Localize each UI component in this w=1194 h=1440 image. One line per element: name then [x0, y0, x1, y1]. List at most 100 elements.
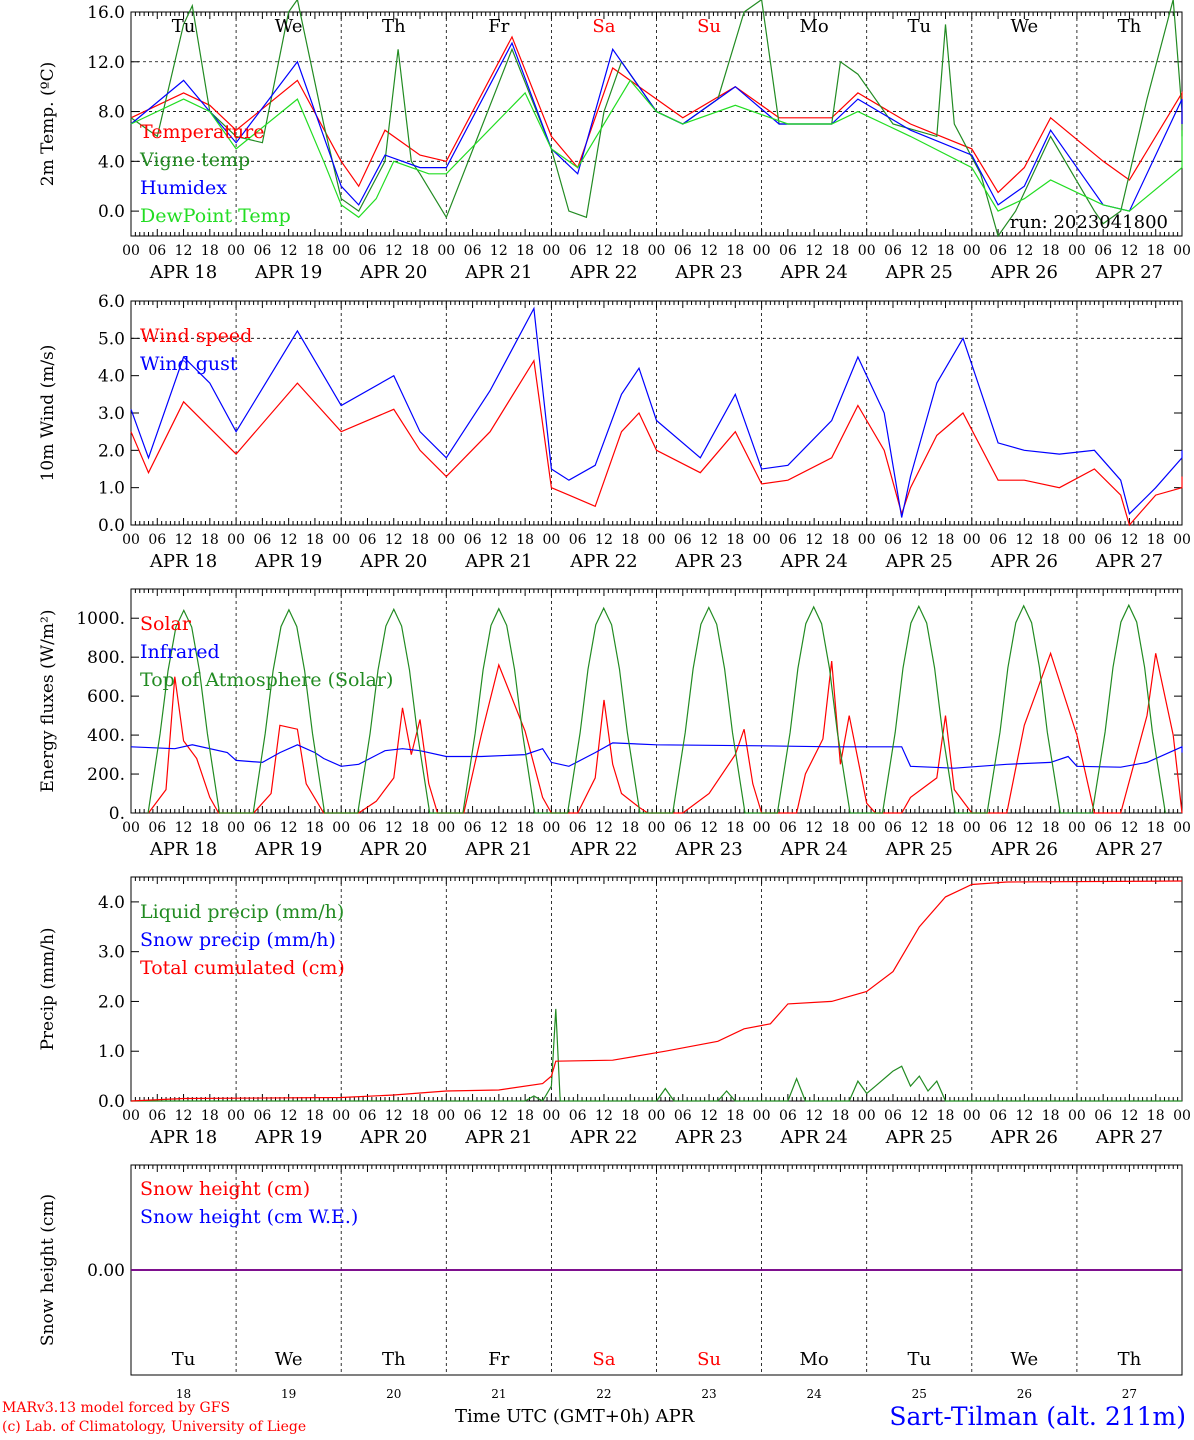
hour-tick-label: 12	[280, 1108, 298, 1124]
legend-entry: Infrared	[140, 641, 220, 663]
hour-tick-label: 06	[464, 243, 482, 259]
date-label: APR 26	[990, 551, 1058, 572]
hour-tick-label: 00	[648, 243, 666, 259]
hour-tick-label: 00	[648, 1108, 666, 1124]
hour-tick-label: 12	[385, 1108, 403, 1124]
hour-tick-label: 06	[989, 532, 1007, 548]
y-tick-label: 0.0	[98, 202, 125, 222]
hour-tick-label: 18	[306, 532, 324, 548]
y-tick-label: 3.0	[98, 404, 125, 424]
hour-tick-label: 12	[280, 243, 298, 259]
hour-tick-label: 00	[753, 243, 771, 259]
date-label: APR 23	[674, 839, 742, 860]
hour-tick-label: 00	[1068, 820, 1086, 836]
day-number-label: 25	[912, 1387, 927, 1401]
series-line-solar	[148, 651, 1183, 814]
hour-tick-label: 12	[805, 820, 823, 836]
day-name-label: Tu	[172, 16, 196, 37]
date-label: APR 24	[780, 262, 848, 283]
y-tick-label: 0.0	[98, 1092, 125, 1112]
hour-tick-label: 18	[621, 1108, 639, 1124]
day-name-label: Su	[697, 1349, 721, 1370]
hour-tick-label: 00	[753, 820, 771, 836]
day-name-label: Tu	[172, 1349, 196, 1370]
hour-tick-label: 18	[726, 243, 744, 259]
hour-tick-label: 12	[700, 1108, 718, 1124]
hour-tick-label: 06	[253, 1108, 271, 1124]
date-label: APR 24	[780, 1127, 848, 1148]
legend-entry: Vigne temp	[139, 149, 250, 171]
date-label: APR 20	[359, 262, 427, 283]
legend-entry: Solar	[140, 613, 192, 635]
hour-tick-label: 00	[332, 1108, 350, 1124]
y-tick-label: 4.0	[98, 367, 125, 387]
hour-tick-label: 18	[937, 243, 955, 259]
hour-tick-label: 00	[227, 820, 245, 836]
series-line-infrared	[130, 742, 1183, 769]
date-label: APR 19	[254, 839, 322, 860]
hour-tick-label: 18	[1147, 820, 1165, 836]
hour-tick-label: 18	[726, 820, 744, 836]
y-tick-label: 4.0	[98, 152, 125, 172]
day-name-label: Th	[382, 16, 406, 37]
hour-tick-label: 06	[884, 820, 902, 836]
y-tick-label: 2.0	[98, 992, 125, 1012]
date-label: APR 26	[990, 262, 1058, 283]
hour-tick-label: 06	[674, 1108, 692, 1124]
hour-tick-label: 18	[411, 532, 429, 548]
hour-tick-label: 12	[175, 1108, 193, 1124]
hour-tick-label: 18	[201, 820, 219, 836]
date-label: APR 27	[1095, 1127, 1163, 1148]
hour-tick-label: 12	[280, 820, 298, 836]
hour-tick-label: 12	[1121, 820, 1139, 836]
hour-tick-label: 12	[595, 532, 613, 548]
date-label: APR 22	[569, 839, 637, 860]
hour-tick-label: 06	[674, 532, 692, 548]
date-label: APR 18	[149, 551, 217, 572]
hour-tick-label: 06	[884, 1108, 902, 1124]
y-tick-label: 16.0	[87, 3, 125, 23]
date-label: APR 23	[674, 551, 742, 572]
hour-tick-label: 12	[175, 820, 193, 836]
hour-tick-label: 06	[1094, 820, 1112, 836]
hour-tick-label: 06	[779, 532, 797, 548]
hour-tick-label: 06	[569, 1108, 587, 1124]
hour-tick-label: 06	[779, 243, 797, 259]
y-tick-label: 2.0	[98, 441, 125, 461]
y-tick-label: 5.0	[98, 329, 125, 349]
y-axis-label: 10m Wind (m/s)	[38, 345, 58, 482]
y-tick-label: 0.00	[87, 1261, 125, 1281]
hour-tick-label: 06	[569, 532, 587, 548]
hour-tick-label: 06	[464, 1108, 482, 1124]
hour-tick-label: 18	[411, 1108, 429, 1124]
hour-tick-label: 00	[1068, 243, 1086, 259]
lab-credit: (c) Lab. of Climatology, University of L…	[2, 1419, 307, 1435]
hour-tick-label: 06	[359, 532, 377, 548]
day-name-label: Mo	[800, 1349, 829, 1370]
series-line-wind-speed	[130, 358, 1183, 527]
x-axis-label: Time UTC (GMT+0h) APR	[455, 1406, 695, 1427]
legend-entry: Snow height (cm)	[140, 1178, 310, 1200]
hour-tick-label: 06	[464, 820, 482, 836]
hour-tick-label: 18	[832, 820, 850, 836]
hour-tick-label: 12	[910, 820, 928, 836]
date-label: APR 19	[254, 1127, 322, 1148]
hour-tick-label: 06	[1094, 532, 1112, 548]
date-label: APR 24	[780, 839, 848, 860]
hour-tick-label: 12	[490, 1108, 508, 1124]
hour-tick-label: 00	[227, 1108, 245, 1124]
hour-tick-label: 12	[910, 532, 928, 548]
hour-tick-label: 18	[1042, 532, 1060, 548]
date-label: APR 24	[780, 551, 848, 572]
hour-tick-label: 06	[148, 243, 166, 259]
day-number-label: 27	[1122, 1387, 1137, 1401]
hour-tick-label: 12	[385, 820, 403, 836]
hour-tick-label: 00	[437, 243, 455, 259]
hour-tick-label: 06	[884, 532, 902, 548]
date-label: APR 26	[990, 839, 1058, 860]
date-label: APR 19	[254, 551, 322, 572]
hour-tick-label: 12	[490, 243, 508, 259]
date-label: APR 20	[359, 1127, 427, 1148]
day-name-label: Fr	[488, 16, 509, 37]
